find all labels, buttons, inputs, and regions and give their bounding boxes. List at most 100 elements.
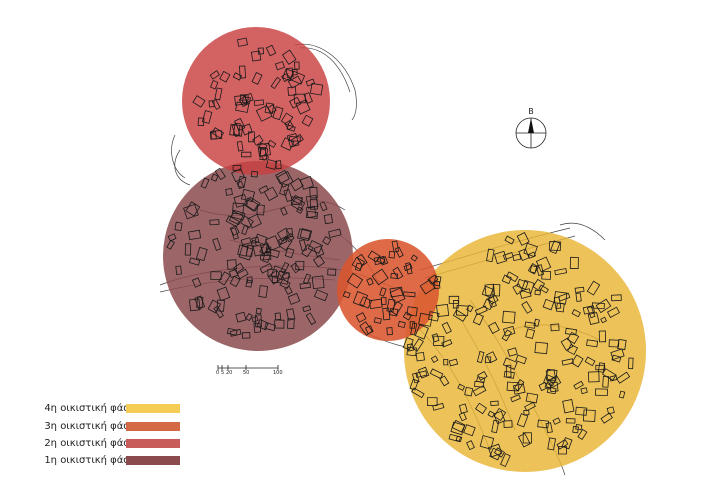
building-footprint <box>472 385 487 397</box>
building-footprint <box>595 298 612 314</box>
building-footprint <box>535 256 552 273</box>
building-footprint <box>484 283 495 297</box>
building-footprint <box>265 235 281 252</box>
building-footprint <box>238 65 247 79</box>
building-footprint <box>232 164 242 171</box>
building-footprint <box>258 285 269 298</box>
building-footprint <box>354 262 363 272</box>
building-footprint <box>403 291 416 298</box>
building-footprint <box>245 244 254 257</box>
building-footprint <box>200 177 210 189</box>
scale-label-5: 5 <box>221 370 224 376</box>
building-footprint <box>577 428 588 440</box>
building-footprint <box>493 250 508 265</box>
building-footprint <box>406 346 417 357</box>
building-footprint <box>433 275 442 287</box>
building-footprint <box>486 351 498 364</box>
building-footprint <box>428 311 440 322</box>
building-footprint <box>580 387 588 395</box>
building-footprint <box>432 402 445 411</box>
building-footprint <box>276 270 290 285</box>
building-footprint <box>409 378 419 391</box>
building-footprint <box>328 228 342 238</box>
building-footprint <box>226 327 238 336</box>
building-footprint <box>289 70 306 85</box>
building-footprint <box>574 286 585 293</box>
building-footprint <box>281 72 291 83</box>
legend-swatch <box>126 456 180 465</box>
building-footprint <box>299 282 311 290</box>
building-footprint <box>512 383 526 395</box>
building-footprint <box>412 338 424 352</box>
building-footprint <box>519 288 532 299</box>
building-footprint <box>405 262 413 275</box>
building-footprint <box>305 312 317 326</box>
building-footprint <box>346 272 364 289</box>
legend-item-phase-3: 3η οικιστική φάση <box>12 420 202 434</box>
building-footprint <box>368 298 383 310</box>
building-footprint <box>301 114 314 127</box>
building-footprint <box>303 92 313 104</box>
building-footprint <box>267 139 277 148</box>
building-footprint <box>279 278 291 290</box>
building-footprint <box>280 206 288 216</box>
building-footprint <box>367 250 381 263</box>
building-footprint <box>608 339 620 348</box>
building-footprint <box>549 381 559 393</box>
building-footprint <box>309 186 318 199</box>
building-footprint <box>241 96 251 104</box>
building-footprint <box>188 257 201 266</box>
building-footprint <box>506 381 520 392</box>
building-footprint <box>557 292 571 302</box>
building-footprint <box>628 357 634 370</box>
building-footprint <box>541 270 552 280</box>
building-footprint <box>245 312 253 322</box>
building-footprint <box>414 324 429 340</box>
building-footprint <box>236 37 248 47</box>
building-footprint <box>521 301 533 314</box>
building-footprint <box>479 435 495 450</box>
building-footprint <box>512 253 522 262</box>
building-footprint <box>575 424 583 431</box>
building-footprint <box>284 120 295 131</box>
building-footprint <box>233 194 248 208</box>
building-footprint <box>355 312 367 323</box>
building-footprint <box>606 306 620 319</box>
building-footprint <box>356 253 368 267</box>
building-footprint <box>595 388 608 396</box>
building-footprint <box>573 380 584 390</box>
building-footprint <box>327 268 337 276</box>
building-footprint <box>371 268 389 286</box>
building-footprint <box>522 432 532 444</box>
building-footprint <box>297 228 312 242</box>
building-footprint <box>287 292 301 305</box>
building-footprint <box>235 311 247 323</box>
building-footprint <box>281 49 297 65</box>
building-footprint <box>239 94 249 101</box>
building-footprint <box>299 175 315 190</box>
building-footprint <box>403 263 413 272</box>
legend-label: 1η οικιστική φάση <box>44 455 136 466</box>
building-footprint <box>402 311 413 321</box>
building-footprint <box>195 246 208 262</box>
building-footprint <box>275 169 290 185</box>
building-footprint <box>274 61 285 71</box>
building-footprint <box>534 341 549 355</box>
building-footprint <box>255 105 273 122</box>
building-footprint <box>265 159 278 170</box>
building-footprint <box>373 317 382 324</box>
building-footprint <box>232 202 245 215</box>
building-footprint <box>299 228 313 240</box>
building-footprint <box>388 251 396 259</box>
building-footprint <box>535 264 545 276</box>
building-footprint <box>307 240 323 254</box>
building-footprint <box>295 99 311 115</box>
building-footprint <box>598 330 607 343</box>
building-footprint <box>379 287 387 297</box>
building-footprint <box>219 70 231 83</box>
building-footprint <box>313 245 325 257</box>
building-footprint <box>493 407 507 422</box>
building-footprint <box>229 328 242 337</box>
building-footprint <box>241 123 253 136</box>
building-footprint <box>266 247 280 259</box>
